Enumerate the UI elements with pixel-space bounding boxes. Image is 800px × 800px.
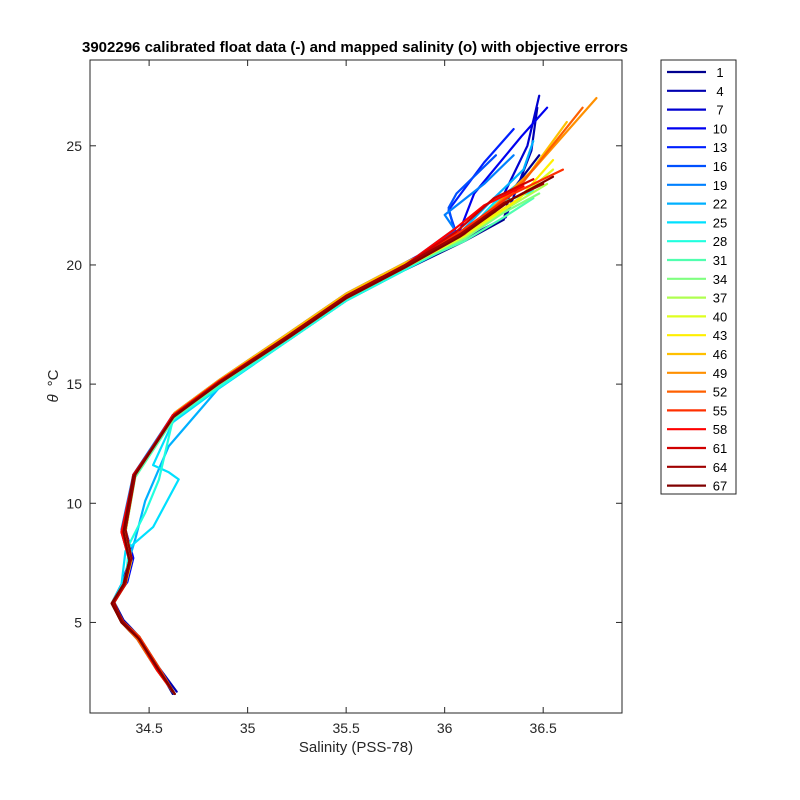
legend-label-31: 31	[713, 253, 727, 268]
series-line-13	[112, 128, 515, 695]
series-line-37	[112, 182, 549, 695]
legend-label-34: 34	[713, 272, 727, 287]
x-tick-label: 36	[437, 720, 453, 736]
series-line-34	[110, 192, 541, 693]
plot-area-frame	[89, 59, 623, 714]
y-axis-label-symbol: θ	[45, 394, 62, 402]
series-line-28	[112, 190, 535, 693]
legend-label-4: 4	[716, 84, 723, 99]
legend-label-49: 49	[713, 366, 727, 381]
legend-label-7: 7	[716, 103, 723, 118]
legend-label-40: 40	[713, 309, 727, 324]
x-tick-label: 35	[240, 720, 256, 736]
legend-label-28: 28	[713, 234, 727, 249]
x-tick-label: 34.5	[135, 720, 162, 736]
legend-label-64: 64	[713, 460, 727, 475]
y-tick-label: 15	[66, 376, 82, 392]
legend-label-61: 61	[713, 441, 727, 456]
legend-label-52: 52	[713, 385, 727, 400]
legend: 1 4 7 10 13 16 19 22 25 28 31 34 37 40 43 46 49 52 55 58 61 6…	[660, 59, 737, 495]
series-line-40	[110, 168, 555, 693]
series-line-10	[112, 106, 549, 693]
y-tick-label: 25	[66, 138, 82, 154]
y-tick-label: 5	[74, 614, 82, 630]
svg-text:θ°C: θ °C	[45, 369, 62, 402]
series-line-58	[110, 185, 525, 693]
x-axis-label: Salinity (PSS-78)	[299, 739, 413, 756]
series-line-67	[110, 175, 555, 695]
series-line-1	[110, 154, 541, 695]
series-line-31	[112, 197, 535, 695]
y-tick-label: 20	[66, 257, 82, 273]
y-axis-label: θ °C	[45, 369, 62, 402]
legend-label-37: 37	[713, 291, 727, 306]
legend-label-55: 55	[713, 403, 727, 418]
x-tick-label: 35.5	[333, 720, 360, 736]
series-line-25	[110, 178, 525, 695]
legend-label-16: 16	[713, 159, 727, 174]
x-tick-label: 36.5	[530, 720, 557, 736]
x-axis: 34.5 35 35.5 36 36.5	[135, 60, 557, 736]
y-axis: 5 10 15 20 25	[66, 138, 622, 630]
series-line-43	[112, 159, 555, 695]
series-line-7	[110, 94, 541, 695]
chart-title: 3902296 calibrated float data (-) and ma…	[82, 39, 628, 56]
legend-label-19: 19	[713, 178, 727, 193]
legend-label-58: 58	[713, 422, 727, 437]
legend-label-1: 1	[716, 65, 723, 80]
series-line-64	[112, 182, 545, 693]
legend-label-46: 46	[713, 347, 727, 362]
legend-label-10: 10	[713, 121, 727, 136]
legend-label-67: 67	[713, 479, 727, 494]
legend-box	[660, 59, 737, 495]
series-layer	[110, 94, 598, 695]
y-tick-label: 10	[66, 495, 82, 511]
legend-label-25: 25	[713, 215, 727, 230]
legend-label-13: 13	[713, 140, 727, 155]
y-axis-label-unit: °C	[45, 369, 62, 386]
legend-label-43: 43	[713, 328, 727, 343]
legend-label-22: 22	[713, 197, 727, 212]
